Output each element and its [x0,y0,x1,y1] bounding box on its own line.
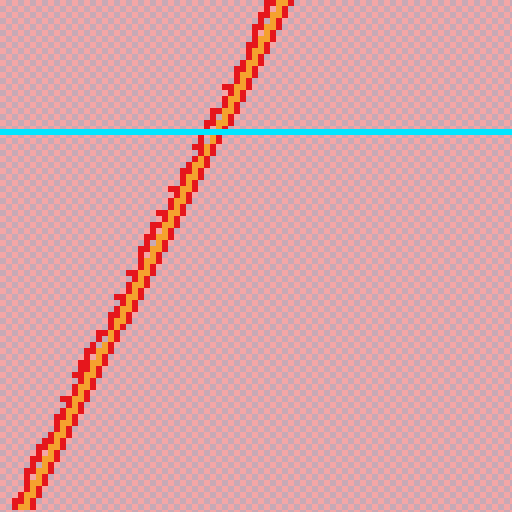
checker-grid-canvas[interactable] [0,0,512,512]
game-board[interactable] [0,0,512,512]
